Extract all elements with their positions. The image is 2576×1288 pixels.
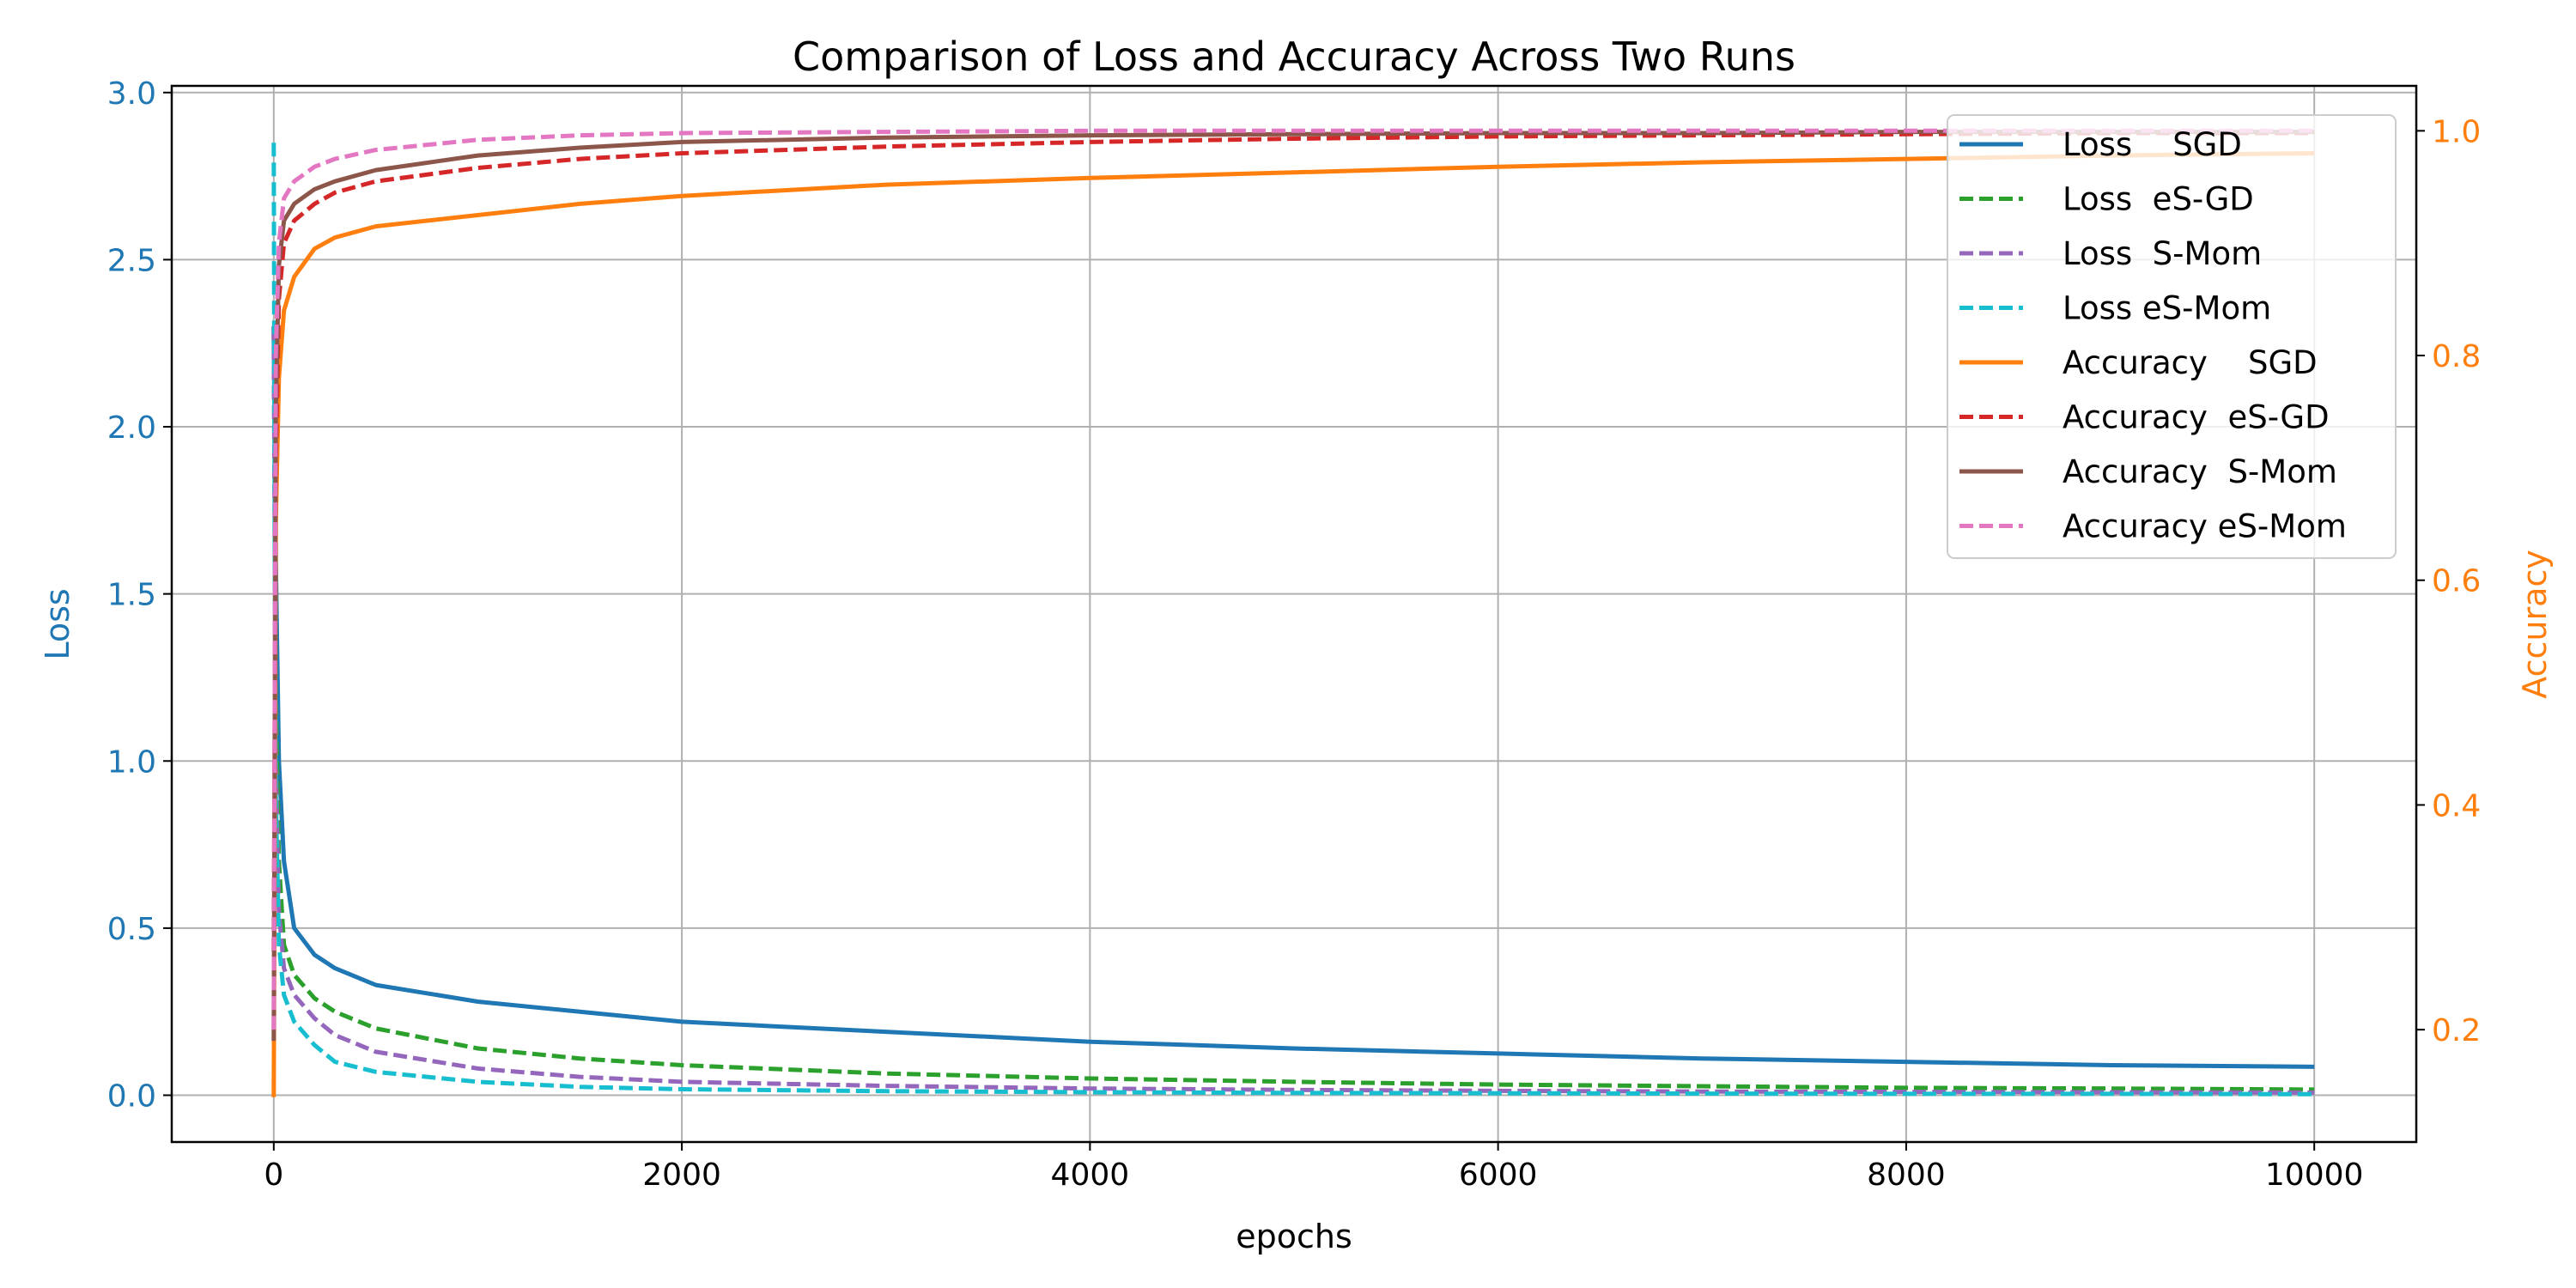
- left-y-axis-label: Loss: [39, 588, 76, 659]
- right-y-tick-label-1: 0.4: [2432, 788, 2481, 823]
- legend-label-accuracy-s-mom: Accuracy S-Mom: [2063, 453, 2337, 490]
- series-line-loss-sgd: [271, 326, 2315, 1069]
- x-tick-label-3: 6000: [1459, 1157, 1538, 1193]
- plot-lines: [271, 128, 2315, 1097]
- x-tick-label-4: 8000: [1867, 1157, 1946, 1193]
- right-y-tick-label-2: 0.6: [2432, 564, 2481, 599]
- x-tick-label-5: 10000: [2265, 1157, 2364, 1193]
- plot-frame: [170, 84, 2418, 1144]
- series-line-accuracy-es-mom: [271, 128, 2315, 1030]
- right-y-axis: 0.2 0.4 0.6 0.8 1.0: [2416, 114, 2481, 1048]
- series-line-loss-s-mom: [271, 326, 2315, 1095]
- left-y-tick-label-4: 2.0: [107, 410, 156, 446]
- x-axis: 0 2000 4000 6000 8000 10000: [264, 1142, 2363, 1193]
- left-y-tick-label-2: 1.0: [107, 744, 156, 780]
- x-tick-label-0: 0: [264, 1157, 283, 1193]
- right-y-tick-label-0: 0.2: [2432, 1013, 2481, 1048]
- right-y-tick-label-4: 1.0: [2432, 114, 2481, 149]
- series-line-accuracy-sgd: [271, 151, 2315, 1097]
- legend-label-loss-sgd: Loss SGD: [2063, 126, 2242, 163]
- left-y-tick-label-1: 0.5: [107, 912, 156, 947]
- legend-label-loss-es-mom: Loss eS-Mom: [2063, 290, 2271, 327]
- legend-label-accuracy-sgd: Accuracy SGD: [2063, 344, 2318, 381]
- left-y-tick-label-6: 3.0: [107, 76, 156, 112]
- legend-label-loss-es-gd: Loss eS-GD: [2063, 181, 2254, 218]
- left-y-tick-label-0: 0.0: [107, 1079, 156, 1115]
- legend: Loss SGD Loss eS-GD Loss S-Mom Loss eS-Mom A…: [1947, 114, 2397, 559]
- series-line-accuracy-s-mom: [271, 130, 2315, 1042]
- x-tick-label-1: 2000: [642, 1157, 721, 1193]
- x-axis-label: epochs: [1236, 1218, 1352, 1255]
- left-y-tick-label-5: 2.5: [107, 243, 156, 278]
- x-tick-label-2: 4000: [1051, 1157, 1130, 1193]
- series-line-accuracy-es-gd: [271, 131, 2315, 951]
- legend-box: [1947, 114, 2397, 559]
- right-y-tick-label-3: 0.8: [2432, 339, 2481, 374]
- right-y-axis-label: Accuracy: [2516, 550, 2554, 699]
- legend-label-accuracy-es-gd: Accuracy eS-GD: [2063, 399, 2330, 436]
- left-y-tick-label-3: 1.5: [107, 578, 156, 613]
- chart-title: Comparison of Loss and Accuracy Across T…: [793, 33, 1795, 80]
- left-y-axis: 0.0 0.5 1.0 1.5 2.0 2.5 3.0: [107, 76, 172, 1115]
- legend-label-loss-s-mom: Loss S-Mom: [2063, 235, 2262, 272]
- series-line-loss-es-mom: [271, 143, 2315, 1097]
- legend-label-accuracy-es-mom: Accuracy eS-Mom: [2063, 508, 2347, 545]
